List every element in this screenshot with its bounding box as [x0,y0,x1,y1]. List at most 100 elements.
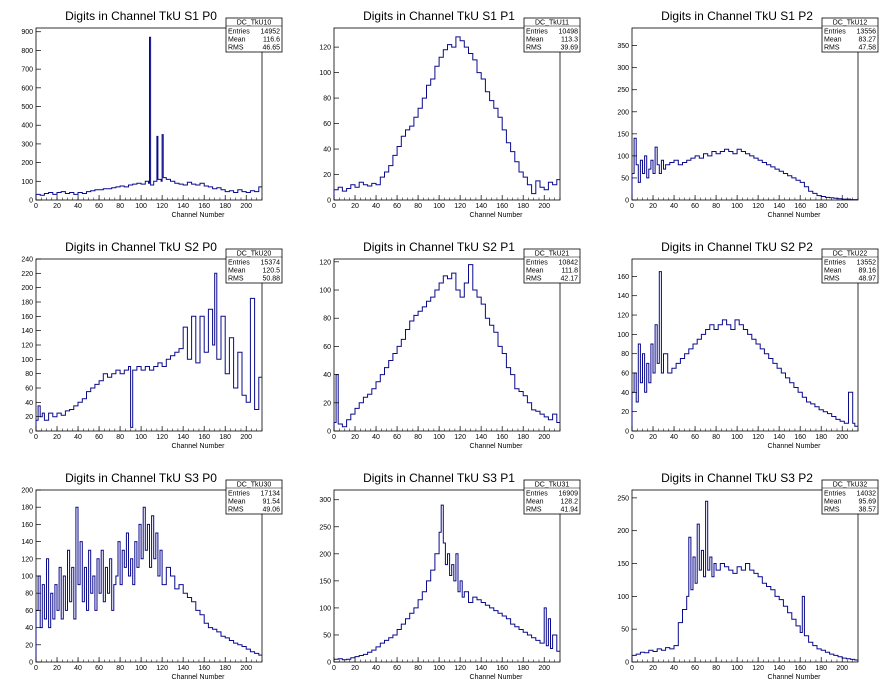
y-tick-label: 80 [323,96,331,103]
y-tick-label: 250 [319,524,331,531]
y-tick-label: 0 [625,198,629,205]
x-tick-label: 40 [670,203,678,210]
y-tick-label: 20 [621,409,629,416]
stats-mean-value: 89.16 [858,268,876,275]
x-tick-label: 160 [794,665,806,672]
y-tick-label: 160 [21,314,33,321]
x-tick-label: 100 [135,203,147,210]
stats-entries-label: Entries [824,491,846,498]
y-tick-label: 50 [323,632,331,639]
stats-entries-value: 14032 [857,491,877,498]
y-tick-label: 40 [25,400,33,407]
histogram-title: Digits in Channel TkU S2 P1 [363,240,515,254]
stats-mean-label: Mean [824,37,842,44]
stats-name: DC_TkU31 [535,482,570,489]
stats-entries-value: 15374 [261,260,281,267]
x-tick-label: 100 [731,203,743,210]
x-tick-label: 160 [496,203,508,210]
histogram-panel: Digits in Channel TkU S3 P2 0 20 40 60 80 100 1… [617,471,879,681]
y-tick-label: 100 [21,179,33,186]
x-tick-label: 80 [414,665,422,672]
histogram-title: Digits in Channel TkU S1 P1 [363,9,515,23]
y-tick-label: 60 [323,344,331,351]
stats-mean-label: Mean [824,499,842,506]
x-tick-label: 20 [351,203,359,210]
y-tick-label: 400 [21,123,33,130]
y-tick-label: 140 [21,539,33,546]
stats-rms-label: RMS [526,45,542,52]
stats-mean-label: Mean [824,268,842,275]
y-tick-label: 100 [319,605,331,612]
x-tick-label: 20 [649,434,657,441]
y-tick-label: 100 [21,357,33,364]
x-tick-label: 160 [198,434,210,441]
y-tick-label: 40 [323,147,331,154]
stats-name: DC_TkU11 [535,20,569,27]
x-tick-label: 40 [74,203,82,210]
y-tick-label: 50 [621,627,629,634]
y-tick-label: 0 [29,660,33,667]
histogram-series [631,271,858,431]
x-tick-label: 0 [332,203,336,210]
x-tick-label: 160 [496,665,508,672]
y-tick-label: 500 [21,104,33,111]
x-tick-label: 180 [219,434,231,441]
histogram-title: Digits in Channel TkU S3 P0 [65,471,217,485]
x-tick-label: 140 [177,665,189,672]
x-tick-label: 160 [198,665,210,672]
stats-entries-value: 10842 [559,260,579,267]
y-tick-label: 20 [25,642,33,649]
x-tick-label: 120 [156,203,168,210]
y-tick-label: 200 [617,109,629,116]
histogram-series [35,36,262,200]
stats-box [523,248,581,284]
y-tick-label: 40 [25,625,33,632]
x-tick-label: 40 [670,665,678,672]
y-tick-label: 800 [21,48,33,55]
x-tick-label: 80 [712,203,720,210]
x-tick-label: 160 [496,434,508,441]
stats-rms-value: 48.97 [858,276,876,283]
y-tick-label: 180 [21,505,33,512]
stats-mean-label: Mean [526,268,544,275]
x-tick-label: 180 [517,434,529,441]
histogram-series [35,506,262,662]
x-tick-label: 60 [95,203,103,210]
stats-rms-label: RMS [824,276,840,283]
x-tick-label: 20 [649,203,657,210]
stats-rms-value: 42.17 [560,276,578,283]
x-tick-label: 100 [433,203,445,210]
histogram-panel: Digits in Channel TkU S1 P1 0 20 40 60 80 100 1… [319,9,581,219]
stats-box [821,248,879,284]
stats-rms-label: RMS [824,507,840,514]
y-tick-label: 100 [21,574,33,581]
x-tick-label: 140 [773,434,785,441]
y-tick-label: 80 [323,316,331,323]
stats-box [523,479,581,515]
y-tick-label: 150 [617,561,629,568]
histogram-title: Digits in Channel TkU S1 P0 [65,9,217,23]
x-tick-label: 180 [815,203,827,210]
x-tick-label: 160 [198,203,210,210]
y-tick-label: 240 [21,257,33,264]
x-tick-label: 180 [219,203,231,210]
x-tick-label: 0 [34,665,38,672]
x-tick-label: 120 [454,665,466,672]
x-axis-label: Channel Number [768,443,822,450]
stats-rms-value: 47.58 [858,45,876,52]
y-tick-label: 40 [323,372,331,379]
stats-box [821,479,879,515]
histogram-title: Digits in Channel TkU S3 P1 [363,471,515,485]
histogram-series [631,137,858,201]
y-tick-label: 50 [621,175,629,182]
y-tick-label: 40 [621,390,629,397]
stats-mean-label: Mean [526,37,544,44]
plot-frame [631,489,859,663]
plot-frame [35,27,263,201]
stats-entries-value: 16909 [559,491,579,498]
x-tick-label: 180 [815,434,827,441]
x-axis-label: Channel Number [768,212,822,219]
x-tick-label: 140 [773,665,785,672]
x-tick-label: 120 [454,434,466,441]
y-tick-label: 0 [625,660,629,667]
